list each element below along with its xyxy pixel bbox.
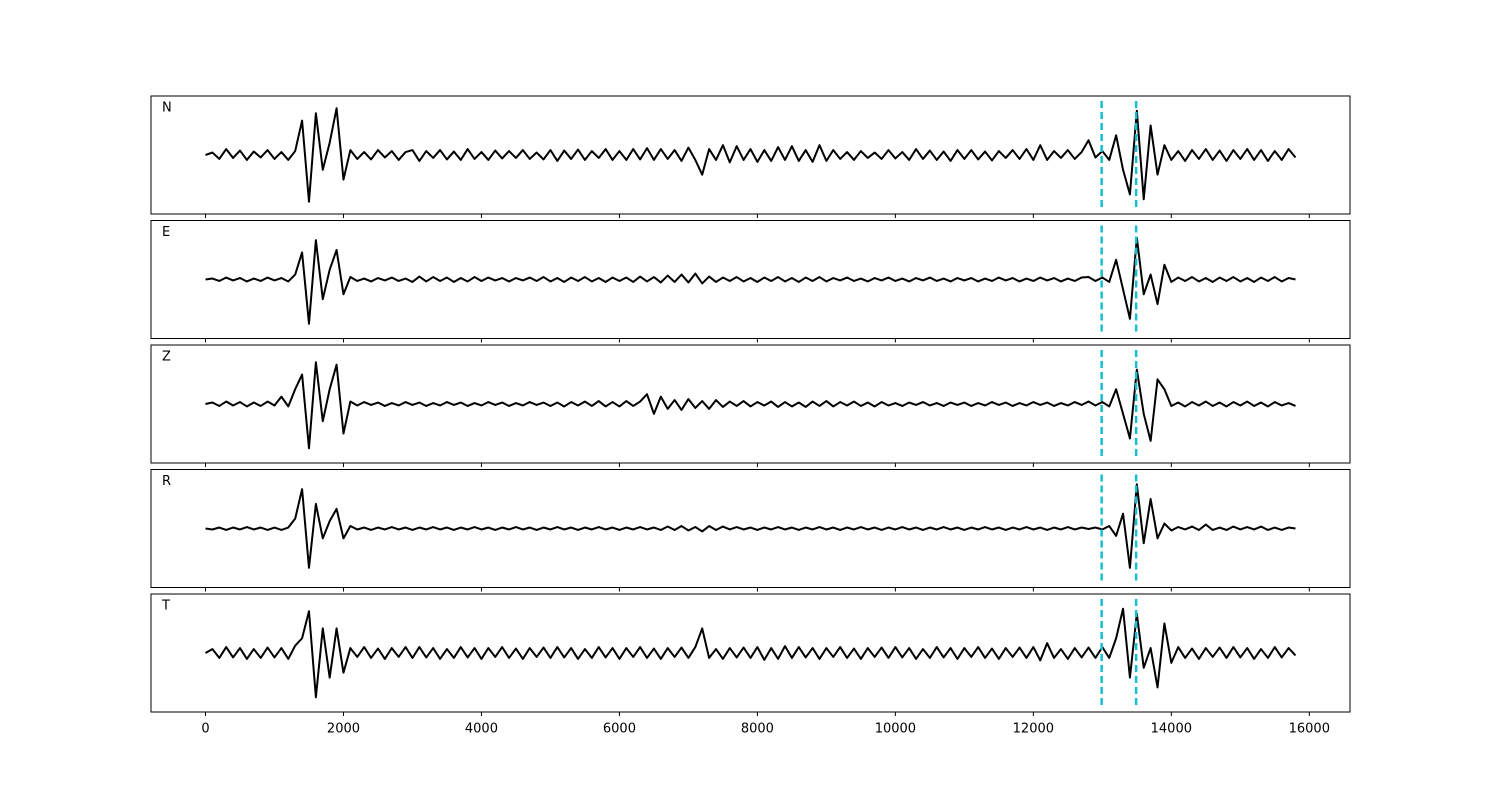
x-tick-label: 14000 — [1151, 722, 1192, 737]
panel-label: E — [162, 225, 170, 240]
panel-frame — [150, 95, 1351, 215]
x-tick-label: 8000 — [741, 722, 774, 737]
waveform — [205, 483, 1296, 569]
x-tick-label: 10000 — [875, 722, 916, 737]
waveform — [205, 236, 1296, 325]
panel-frame — [150, 469, 1351, 588]
panel-frame — [150, 344, 1351, 464]
panel-frame — [150, 220, 1351, 339]
panel-label: N — [162, 101, 172, 116]
waveform — [205, 361, 1296, 450]
waveform — [205, 107, 1297, 203]
x-tick-label: 2000 — [327, 722, 360, 737]
x-tick-label: 4000 — [465, 722, 498, 737]
panel-frame — [150, 593, 1351, 713]
panel-label: R — [162, 474, 171, 489]
x-tick-label: 16000 — [1289, 722, 1330, 737]
x-tick-label: 6000 — [603, 722, 636, 737]
panel-label: Z — [162, 350, 171, 365]
x-tick-label: 0 — [201, 722, 209, 737]
panel-label: T — [161, 599, 170, 614]
waveform — [205, 607, 1297, 699]
x-tick-label: 12000 — [1013, 722, 1054, 737]
